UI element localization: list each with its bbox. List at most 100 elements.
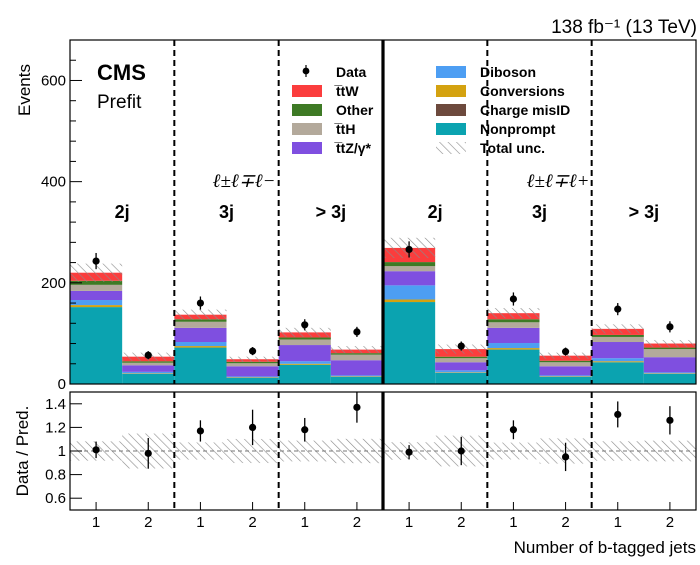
bar-tth-2 xyxy=(122,362,175,366)
y-axis-title-main: Events xyxy=(15,64,34,116)
x-tick-label-8: 2 xyxy=(457,514,465,531)
bar-conversions-9 xyxy=(487,348,540,350)
bar-nonprompt-7 xyxy=(383,302,436,384)
ratio-point-8 xyxy=(457,447,465,455)
bar-tth-6 xyxy=(330,354,383,361)
ratio-point-11 xyxy=(614,410,622,419)
luminosity-label: 138 fb⁻¹ (13 TeV) xyxy=(551,17,697,38)
region-dividers xyxy=(173,40,593,384)
data-point-1 xyxy=(92,257,100,265)
y-tick-label-main-3: 600 xyxy=(41,72,66,89)
bar-ttz-1 xyxy=(70,290,123,301)
legend-marker-data xyxy=(302,67,310,75)
bar-nonprompt-6 xyxy=(330,376,383,384)
data-point-5 xyxy=(301,321,309,329)
legend-swatch-tth xyxy=(292,123,322,135)
legend-swatch-unc xyxy=(436,142,466,154)
unc-band-9 xyxy=(487,308,540,319)
region-label-4: 2j xyxy=(428,202,443,222)
legend-label-ttw: t̅tW xyxy=(333,83,359,99)
bar-ttz-2 xyxy=(122,365,175,372)
experiment-label: CMS xyxy=(97,60,146,85)
bar-ttz-7 xyxy=(383,271,436,286)
bar-other-12 xyxy=(643,347,696,350)
legend-label-diboson: Diboson xyxy=(480,64,536,80)
bar-other-5 xyxy=(278,337,331,340)
bar-nonprompt-12 xyxy=(643,373,696,384)
bar-nonprompt-11 xyxy=(591,362,644,384)
x-tick-label-4: 2 xyxy=(248,514,256,531)
bar-tth-11 xyxy=(591,336,644,343)
bar-conversions-6 xyxy=(330,376,383,377)
bar-tth-4 xyxy=(226,363,279,367)
bar-other-10 xyxy=(539,360,592,363)
unc-band-12 xyxy=(643,339,696,348)
bar-diboson-11 xyxy=(591,358,644,362)
bar-nonprompt-2 xyxy=(122,373,175,384)
x-tick-label-2: 2 xyxy=(144,514,152,531)
y-tick-label-main-2: 400 xyxy=(41,174,66,191)
legend-label-conversions: Conversions xyxy=(480,83,565,99)
x-tick-label-5: 1 xyxy=(301,514,309,531)
data-point-7 xyxy=(405,245,413,254)
data-point-11 xyxy=(614,305,622,313)
ratio-panel: 0.6 0.8 1 1.2 1.4 1 2 1 2 1 2 1 2 1 2 1 2 xyxy=(45,391,697,531)
legend-label-data: Data xyxy=(336,64,367,80)
legend-label-other: Other xyxy=(336,102,374,118)
bar-other-6 xyxy=(330,353,383,355)
bar-other-3 xyxy=(174,319,227,322)
legend-label-chargemisid: Charge misID xyxy=(480,102,570,118)
y-tick-label-main-1: 200 xyxy=(41,275,66,292)
y-tick-label-ratio-0: 0.6 xyxy=(45,490,66,507)
bar-conversions-5 xyxy=(278,363,331,365)
legend-swatch-chargemisid xyxy=(436,104,466,116)
data-points xyxy=(92,241,674,360)
bar-nonprompt-1 xyxy=(70,307,123,384)
y-tick-label-ratio-1: 0.8 xyxy=(45,467,66,484)
bar-conversions-1 xyxy=(70,305,123,308)
bar-ttz-4 xyxy=(226,366,279,377)
region-label-1: 2j xyxy=(115,202,130,222)
bar-conversions-12 xyxy=(643,373,696,374)
bar-nonprompt-4 xyxy=(226,377,279,384)
x-tick-label-10: 2 xyxy=(561,514,569,531)
bar-diboson-9 xyxy=(487,343,540,349)
data-point-2 xyxy=(144,351,152,359)
y-tick-label-ratio-3: 1.2 xyxy=(45,419,66,436)
bar-tth-12 xyxy=(643,349,696,358)
unc-band-5 xyxy=(278,327,331,337)
ratio-point-4 xyxy=(248,423,257,431)
legend-swatch-diboson xyxy=(436,66,466,78)
data-point-3 xyxy=(196,299,205,307)
x-tick-labels: 1 2 1 2 1 2 1 2 1 2 1 2 xyxy=(92,502,674,531)
bar-ttz-10 xyxy=(539,366,592,376)
main-y-ticks: 0 200 400 600 xyxy=(41,59,82,393)
data-point-6 xyxy=(353,328,361,336)
bar-conversions-2 xyxy=(122,373,175,374)
legend-swatch-conversions xyxy=(436,85,466,97)
bar-diboson-10 xyxy=(539,375,592,377)
ratio-point-1 xyxy=(92,446,100,454)
bar-conversions-7 xyxy=(383,299,436,303)
bar-conversions-8 xyxy=(435,372,488,373)
bar-diboson-5 xyxy=(278,361,331,364)
ratio-point-5 xyxy=(301,426,309,434)
legend-swatch-ttw xyxy=(292,85,322,97)
bar-other-7 xyxy=(383,262,436,267)
unc-band-6 xyxy=(330,346,383,354)
bar-nonprompt-9 xyxy=(487,349,540,384)
bar-ttz-8 xyxy=(435,362,488,371)
bar-other-11 xyxy=(591,334,644,337)
bar-ttz-3 xyxy=(174,327,227,343)
x-tick-label-12: 2 xyxy=(666,514,674,531)
bar-other-1 xyxy=(70,280,123,285)
unc-band-1 xyxy=(70,263,123,282)
x-tick-label-11: 1 xyxy=(614,514,622,531)
bar-tth-8 xyxy=(435,358,488,363)
unc-band-11 xyxy=(591,324,644,334)
bar-nonprompt-8 xyxy=(435,372,488,384)
bar-diboson-6 xyxy=(330,375,383,377)
bar-diboson-2 xyxy=(122,371,175,374)
